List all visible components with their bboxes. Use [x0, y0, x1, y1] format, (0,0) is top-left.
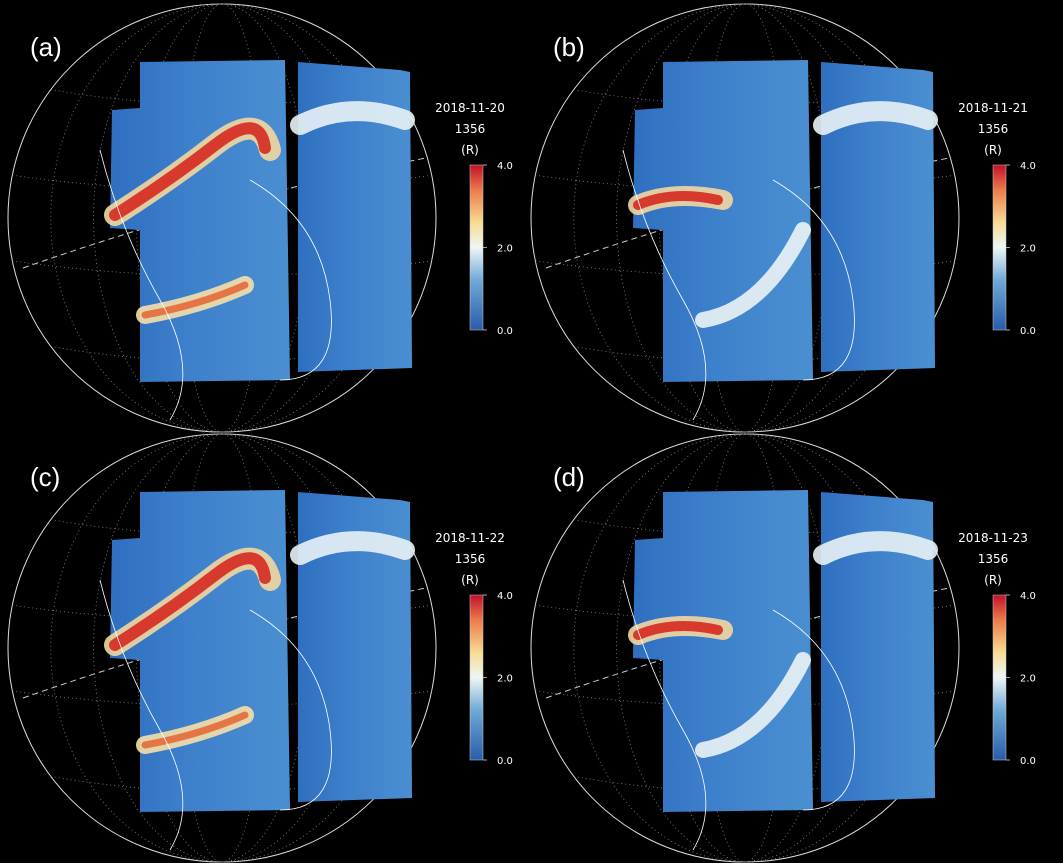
colorbar-tick-label: 4.0 [497, 161, 513, 172]
wavelength: 1356 [978, 122, 1009, 136]
colorbar-tick-label: 4.0 [497, 591, 513, 602]
colorbar-tick-label: 0.0 [497, 756, 513, 767]
figure: (a) 2018-11-20 1356 (R) 4.0 2.0 0.0 (b) 2018-11-… [0, 0, 1063, 863]
colorbar [993, 165, 1006, 330]
panel-label: (d) [553, 462, 585, 492]
date: 2018-11-21 [958, 101, 1028, 115]
colorbar-tick-label: 2.0 [497, 674, 513, 685]
date: 2018-11-22 [435, 531, 505, 545]
panel-label: (c) [30, 462, 60, 492]
wavelength: 1356 [455, 552, 486, 566]
colorbar-tick-label: 0.0 [1020, 326, 1036, 337]
colorbar-tick-label: 2.0 [497, 244, 513, 255]
colorbar-tick-label: 2.0 [1020, 674, 1036, 685]
wavelength: 1356 [978, 552, 1009, 566]
colorbar [470, 595, 483, 760]
panel-label: (a) [30, 32, 62, 62]
unit: (R) [461, 573, 479, 587]
wavelength: 1356 [455, 122, 486, 136]
unit: (R) [984, 573, 1002, 587]
page: (a) 2018-11-20 1356 (R) 4.0 2.0 0.0 (b) 2018-11-… [0, 0, 1063, 863]
colorbar-tick-label: 4.0 [1020, 161, 1036, 172]
date: 2018-11-20 [435, 101, 505, 115]
colorbar-tick-label: 0.0 [497, 326, 513, 337]
colorbar-tick-label: 0.0 [1020, 756, 1036, 767]
panel-label: (b) [553, 32, 585, 62]
unit: (R) [984, 143, 1002, 157]
colorbar [470, 165, 483, 330]
date: 2018-11-23 [958, 531, 1028, 545]
colorbar-tick-label: 2.0 [1020, 244, 1036, 255]
unit: (R) [461, 143, 479, 157]
colorbar [993, 595, 1006, 760]
colorbar-tick-label: 4.0 [1020, 591, 1036, 602]
